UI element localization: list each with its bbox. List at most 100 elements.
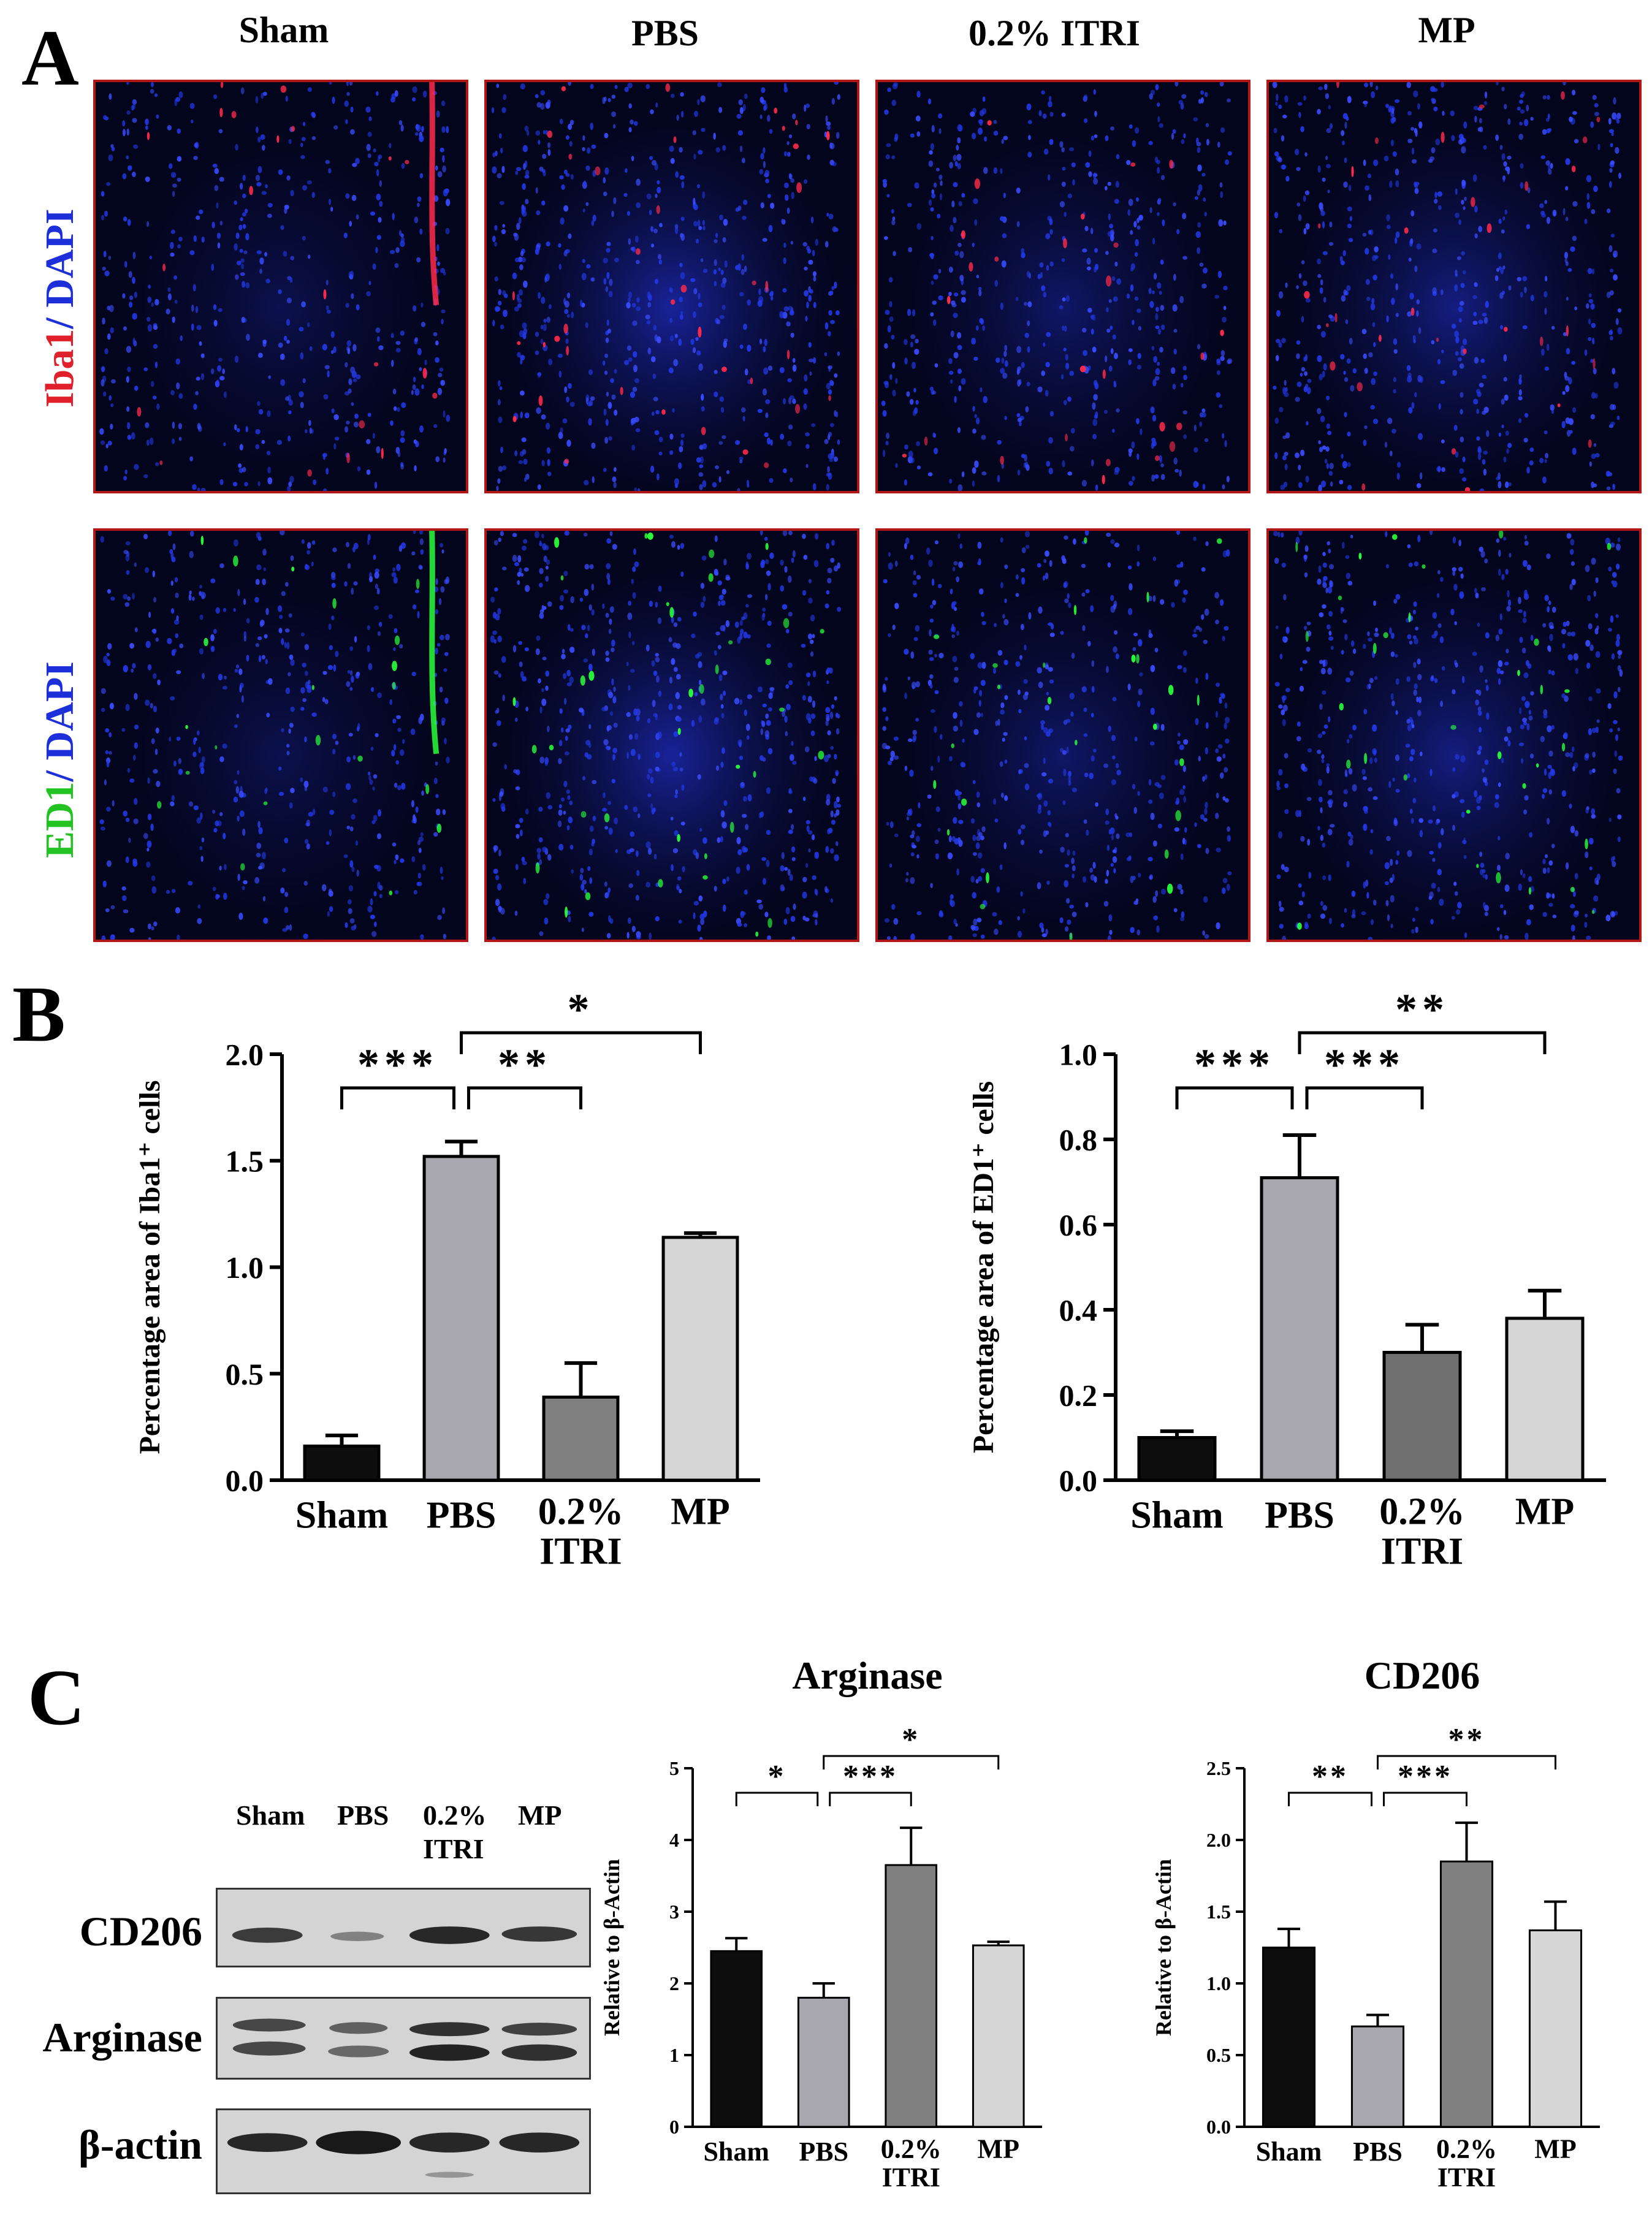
significance-label: **: [1448, 1722, 1485, 1757]
blot-band: [232, 2041, 306, 2056]
y-axis-label: Percentage area of ED1⁺ cells: [967, 1081, 1000, 1453]
y-tick-label: 0: [669, 2116, 679, 2138]
chart-ed1: 0.0 0.2 0.4 0.6 0.8 1.0 Percentage area of ED1…: [967, 985, 1606, 1572]
blot-band: [409, 2022, 490, 2037]
significance-bracket: [1175, 1086, 1294, 1109]
bar-0: [303, 1444, 381, 1482]
bar-0: [710, 1950, 763, 2128]
row-label-iba1: Iba1: [37, 329, 82, 408]
y-tick-label: 0.6: [1059, 1208, 1098, 1242]
x-category-label: PBS: [427, 1495, 497, 1537]
blot-band: [501, 2044, 577, 2061]
iba1-positive-cells: [512, 83, 831, 468]
significance-label: ***: [843, 1759, 898, 1794]
significance-label: **: [1312, 1759, 1349, 1794]
column-header-mp: MP: [1418, 10, 1475, 50]
y-tick-label: 2: [669, 1972, 679, 1994]
blot-band: [329, 2022, 388, 2034]
x-category-label: MP: [671, 1491, 729, 1532]
y-tick-label: 1: [669, 2044, 679, 2066]
blot-band: [328, 2045, 389, 2058]
micrograph-glow: [487, 82, 857, 491]
blot-band: [501, 1926, 577, 1942]
significance-bracket: [823, 1755, 1000, 1769]
x-category-label: MP: [1534, 2134, 1576, 2164]
dapi-nuclei: [881, 82, 1233, 491]
row-label-separator: /: [37, 760, 82, 782]
row-label-dapi: DAPI: [37, 208, 82, 308]
bar-3: [1505, 1317, 1585, 1482]
micrograph-image: [487, 531, 857, 940]
blot-strip-arginase: [216, 1997, 591, 2080]
y-tick-label: 0.8: [1059, 1123, 1098, 1157]
blot-band: [232, 2018, 306, 2032]
y-tick-label: 2.5: [1206, 1757, 1231, 1779]
micrograph-glow: [1269, 82, 1639, 491]
significance-label: ***: [357, 1040, 438, 1089]
iba1-positive-cells: [137, 82, 438, 477]
x-category-label: ITRI: [1437, 2162, 1496, 2192]
x-category-label: MP: [978, 2134, 1019, 2164]
row-label-ed1: ED1: [37, 781, 82, 858]
x-category-label: 0.2%: [1379, 1491, 1465, 1532]
ed1-positive-cells: [156, 536, 442, 895]
edge-staining: [429, 531, 440, 754]
y-axis-label: Relative to β-Actin: [1151, 1859, 1176, 2036]
blot-band: [232, 1928, 303, 1943]
y-axis-label: Relative to β-Actin: [600, 1859, 624, 2036]
micrograph-iba1-mp: [1266, 80, 1642, 493]
chart-arginase: Arginase 0 1 2 3 4 5 Relative to β-Actin Sham PBS…: [600, 1654, 1042, 2192]
y-axis: 0.0 0.5 1.0 1.5 2.0: [226, 1038, 284, 1498]
x-category-label: ITRI: [1381, 1530, 1463, 1572]
ed1-positive-cells: [512, 532, 824, 937]
blot-label-arginase: Arginase: [42, 2014, 202, 2061]
micrograph-ed1-sham: [93, 528, 468, 942]
micrograph-image: [878, 531, 1248, 940]
blot-lane-mp: MP: [518, 1800, 562, 1831]
bar-3: [972, 1944, 1025, 2128]
micrograph-iba1-pbs: [484, 80, 859, 493]
dapi-nuclei: [490, 531, 842, 940]
micrograph-ed1-itri: [875, 528, 1250, 942]
y-tick-label: 1.5: [226, 1144, 264, 1178]
blot-lane-pbs: PBS: [337, 1800, 389, 1831]
y-axis-label: Percentage area of Iba1⁺ cells: [134, 1080, 166, 1454]
x-category-label: ITRI: [882, 2162, 940, 2192]
blot-label-beta-actin: β-actin: [78, 2121, 202, 2168]
y-tick-label: 3: [669, 1901, 679, 1923]
blot-band: [499, 2132, 580, 2153]
micrograph-ed1-pbs: [484, 528, 859, 942]
y-tick-label: 0.5: [226, 1357, 264, 1391]
y-tick-label: 5: [669, 1757, 679, 1779]
micrograph-image: [1269, 82, 1639, 491]
bar-0: [1262, 1947, 1316, 2128]
significance-bracket: [460, 1031, 702, 1054]
micrograph-glow: [96, 82, 466, 491]
row-label-dapi: DAPI: [37, 661, 82, 761]
panel-c-letter: C: [28, 1654, 85, 1742]
bar-0: [1137, 1436, 1217, 1482]
micrograph-glow: [878, 531, 1248, 940]
micrograph-image: [878, 82, 1248, 491]
micrograph-glow: [1269, 531, 1639, 940]
row-label-ed1-dapi: ED1/ DAPI: [37, 661, 83, 858]
y-tick-label: 1.5: [1206, 1901, 1231, 1923]
significance-label: ***: [1398, 1759, 1453, 1794]
blot-band: [409, 2044, 490, 2061]
micrograph-glow: [487, 531, 857, 940]
dapi-nuclei: [881, 531, 1232, 940]
x-category-label: 0.2%: [1436, 2134, 1497, 2164]
blot-lane-itri: 0.2%: [423, 1800, 487, 1831]
row-label-separator: /: [37, 307, 82, 329]
significance-bracket: [1298, 1031, 1547, 1054]
blot-strip-beta-actin: [216, 2108, 591, 2194]
y-tick-label: 2.0: [226, 1038, 264, 1072]
ed1-positive-cells: [1295, 531, 1612, 930]
y-tick-label: 1.0: [1206, 1972, 1231, 1994]
significance-bracket: [1383, 1792, 1467, 1806]
significance-label: **: [498, 1040, 552, 1089]
significance-bracket: [1377, 1755, 1556, 1769]
x-category-label: 0.2%: [538, 1491, 624, 1532]
micrograph-image: [487, 82, 857, 491]
bar-2: [1382, 1351, 1462, 1482]
